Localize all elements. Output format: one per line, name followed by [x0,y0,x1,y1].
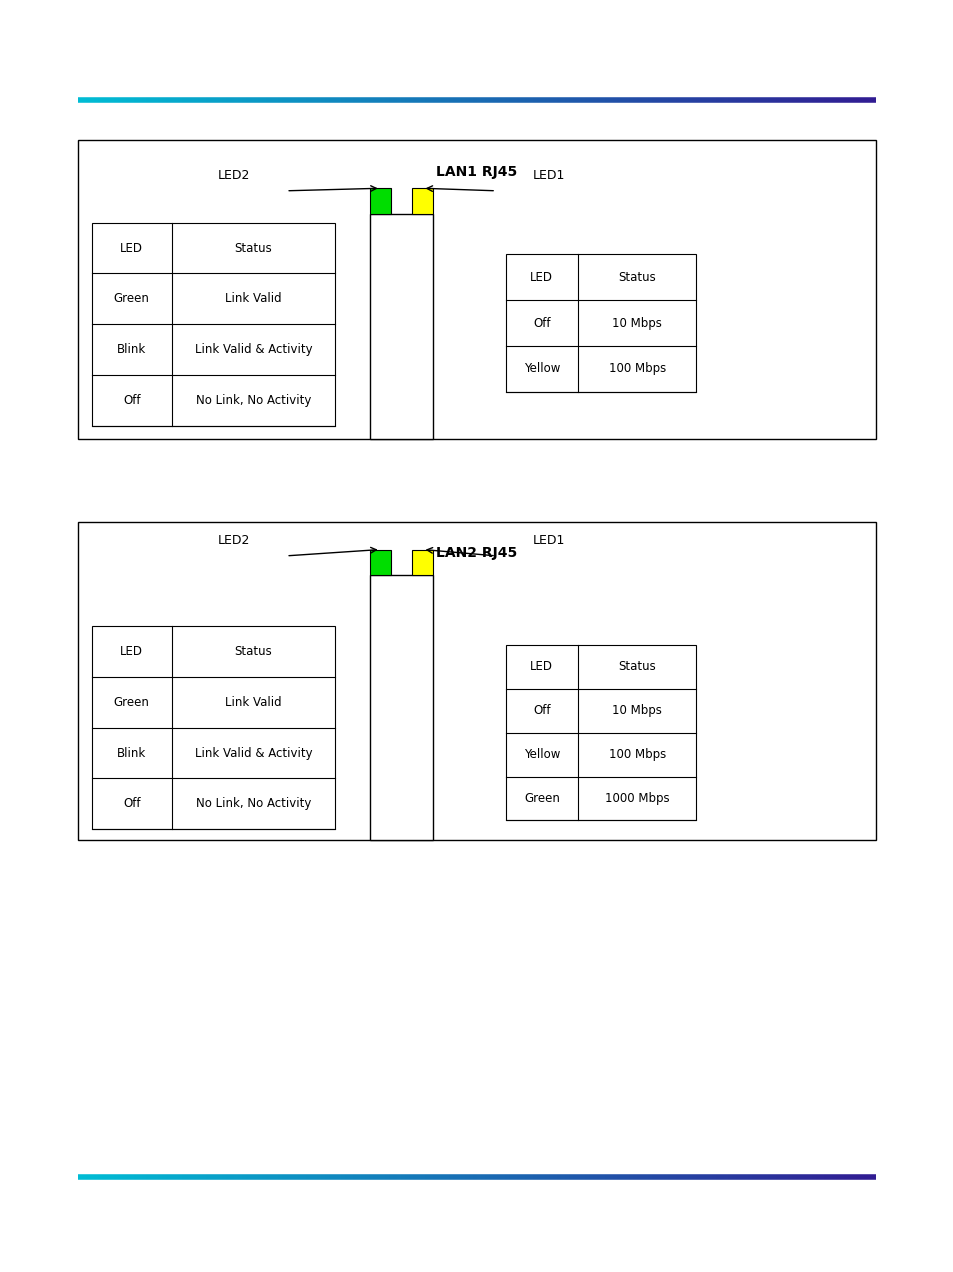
Text: Blink: Blink [117,747,146,759]
Bar [412,188,433,214]
Bar [91,626,335,829]
Bar [370,575,433,840]
Text: Link Valid: Link Valid [225,696,281,709]
Text: Off: Off [123,394,140,407]
Text: 100 Mbps: 100 Mbps [608,748,665,761]
Text: No Link, No Activity: No Link, No Activity [195,394,311,407]
Text: Green: Green [523,792,559,805]
Text: LED: LED [120,645,143,658]
Text: Link Valid & Activity: Link Valid & Activity [194,747,312,759]
Text: Status: Status [234,645,272,658]
Text: Blink: Blink [117,343,146,356]
Text: LED1: LED1 [532,534,564,547]
Text: Status: Status [618,271,656,284]
Text: Green: Green [113,293,150,305]
Text: LAN2 RJ45: LAN2 RJ45 [436,546,517,561]
Text: Off: Off [533,317,550,329]
Text: Yellow: Yellow [523,363,559,375]
Bar [370,214,433,439]
Text: LED2: LED2 [217,534,250,547]
Bar [505,645,696,820]
Text: LED: LED [120,242,143,254]
Text: LED2: LED2 [217,169,250,182]
Text: 10 Mbps: 10 Mbps [612,317,661,329]
Bar [91,223,335,426]
Text: Yellow: Yellow [523,748,559,761]
Bar [370,188,391,214]
Bar [370,550,391,575]
Bar [78,522,875,840]
Bar [78,140,875,439]
Bar [505,254,696,392]
Text: No Link, No Activity: No Link, No Activity [195,798,311,810]
Text: Off: Off [123,798,140,810]
Text: 100 Mbps: 100 Mbps [608,363,665,375]
Text: Green: Green [113,696,150,709]
Text: Off: Off [533,705,550,717]
Text: LED: LED [530,271,553,284]
Bar [412,550,433,575]
Text: LAN1 RJ45: LAN1 RJ45 [436,164,517,179]
Text: 10 Mbps: 10 Mbps [612,705,661,717]
Text: Link Valid: Link Valid [225,293,281,305]
Text: Link Valid & Activity: Link Valid & Activity [194,343,312,356]
Text: Status: Status [234,242,272,254]
Text: LED: LED [530,660,553,673]
Text: LED1: LED1 [532,169,564,182]
Text: Status: Status [618,660,656,673]
Text: 1000 Mbps: 1000 Mbps [604,792,669,805]
